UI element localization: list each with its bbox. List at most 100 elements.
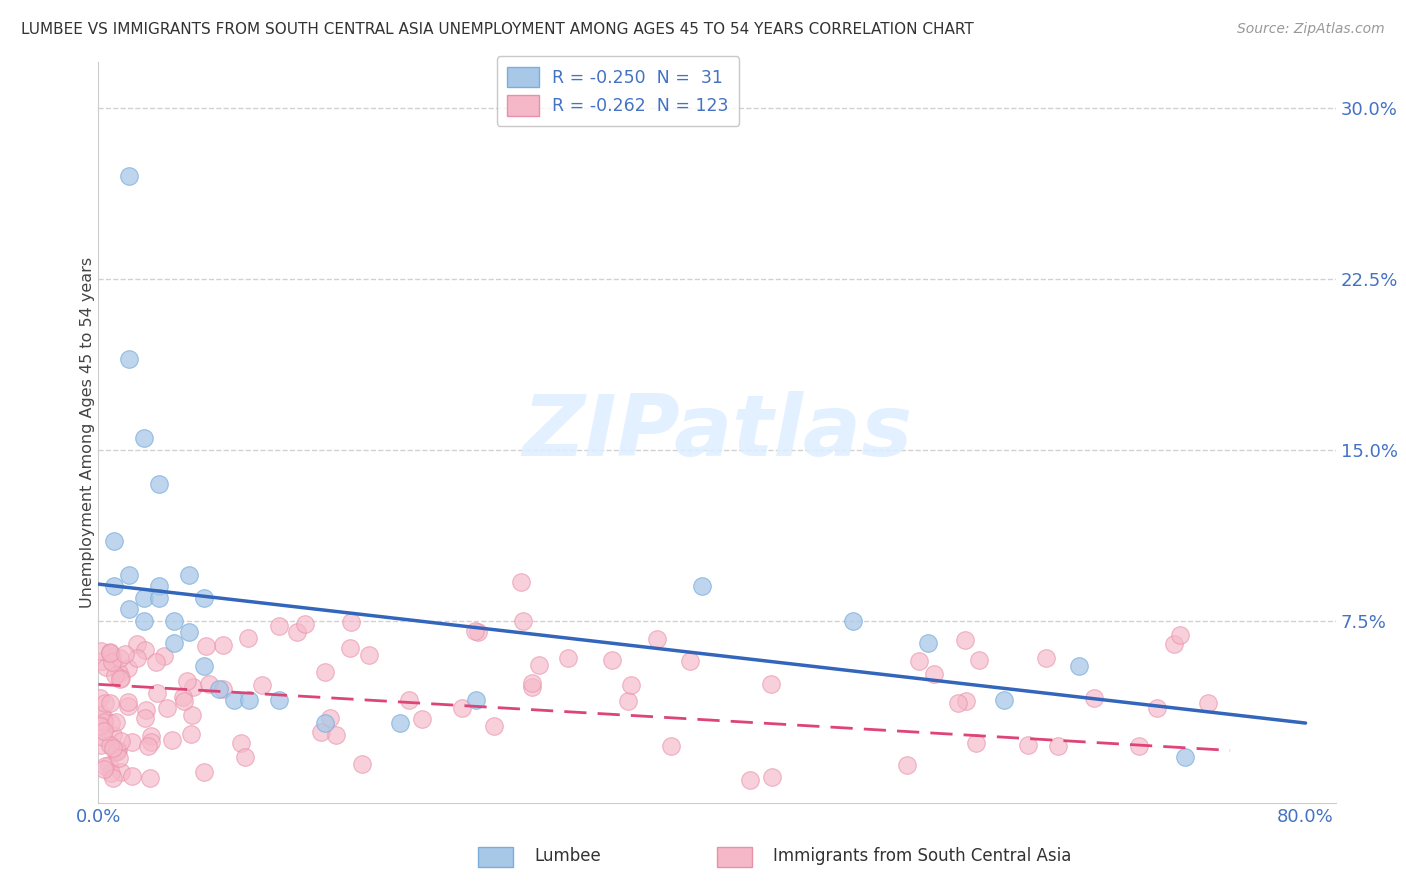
Point (738, 772, 761, 787)
Point (89, 690, 111, 705)
Text: ZIPatlas: ZIPatlas (522, 391, 912, 475)
Point (482, 719, 505, 733)
Point (616, 694, 638, 708)
Text: Lumbee: Lumbee (534, 847, 600, 865)
Point (339, 640, 361, 655)
Point (139, 772, 162, 786)
Point (318, 711, 340, 725)
Point (922, 666, 945, 681)
Point (1128, 739, 1150, 754)
Point (229, 736, 252, 750)
Point (104, 715, 127, 730)
Point (132, 431, 155, 445)
Point (965, 736, 987, 750)
Point (398, 693, 420, 707)
Point (117, 695, 139, 709)
Point (136, 739, 159, 753)
Point (917, 636, 939, 650)
Point (108, 751, 131, 765)
Point (557, 650, 579, 665)
Point (132, 614, 155, 628)
Point (1035, 651, 1057, 665)
Point (679, 654, 702, 668)
Point (193, 591, 215, 605)
Point (509, 574, 531, 589)
Point (389, 716, 412, 731)
Point (520, 680, 543, 694)
Point (173, 694, 195, 708)
Point (993, 693, 1015, 707)
Point (1197, 696, 1219, 710)
Point (93, 723, 115, 738)
Point (93, 762, 115, 776)
Point (181, 680, 204, 694)
Point (110, 671, 132, 685)
Point (600, 653, 623, 667)
Point (212, 681, 235, 696)
Point (163, 636, 186, 650)
Point (141, 730, 163, 744)
Point (108, 665, 131, 680)
Legend: R = -0.250  N =  31, R = -0.262  N = 123: R = -0.250 N = 31, R = -0.262 N = 123 (496, 56, 740, 126)
Point (1017, 738, 1039, 752)
Point (467, 624, 489, 639)
Point (148, 591, 170, 605)
Point (177, 624, 200, 639)
Point (127, 651, 149, 665)
Point (139, 734, 162, 748)
Point (100, 645, 122, 659)
Point (145, 655, 167, 669)
Point (117, 698, 139, 713)
Point (93, 711, 115, 725)
Point (152, 648, 174, 663)
Point (193, 659, 215, 673)
Point (97, 757, 120, 772)
Point (103, 740, 125, 755)
Point (98, 738, 121, 752)
Point (967, 652, 990, 666)
Point (224, 693, 246, 707)
Point (90, 738, 112, 752)
Point (108, 651, 131, 665)
Point (357, 648, 380, 662)
Point (93, 759, 115, 773)
Point (325, 728, 347, 742)
Point (352, 757, 374, 772)
Point (90, 707, 112, 722)
Text: LUMBEE VS IMMIGRANTS FROM SOUTH CENTRAL ASIA UNEMPLOYMENT AMONG AGES 45 TO 54 YE: LUMBEE VS IMMIGRANTS FROM SOUTH CENTRAL … (21, 22, 974, 37)
Point (520, 675, 543, 690)
Point (181, 707, 204, 722)
Point (659, 739, 682, 753)
Point (645, 632, 668, 647)
Point (100, 765, 122, 780)
Point (233, 749, 256, 764)
Point (114, 647, 136, 661)
Point (103, 728, 125, 742)
Point (134, 711, 156, 725)
Point (110, 733, 132, 747)
Point (163, 614, 186, 628)
Point (117, 169, 139, 184)
Point (208, 681, 231, 696)
Point (314, 716, 336, 731)
Point (236, 631, 259, 645)
Point (759, 676, 782, 690)
Point (512, 615, 534, 629)
Point (1174, 750, 1197, 764)
Point (100, 649, 122, 664)
Point (198, 677, 221, 691)
Point (314, 665, 336, 679)
Point (101, 655, 124, 669)
Point (238, 693, 260, 707)
Point (1146, 701, 1168, 715)
Point (339, 615, 361, 630)
Point (132, 591, 155, 605)
Point (89, 719, 111, 733)
Point (117, 351, 139, 366)
Point (110, 764, 132, 779)
Text: Source: ZipAtlas.com: Source: ZipAtlas.com (1237, 22, 1385, 37)
Point (450, 701, 472, 715)
Point (1046, 739, 1069, 753)
Point (121, 769, 143, 783)
Point (121, 735, 143, 749)
